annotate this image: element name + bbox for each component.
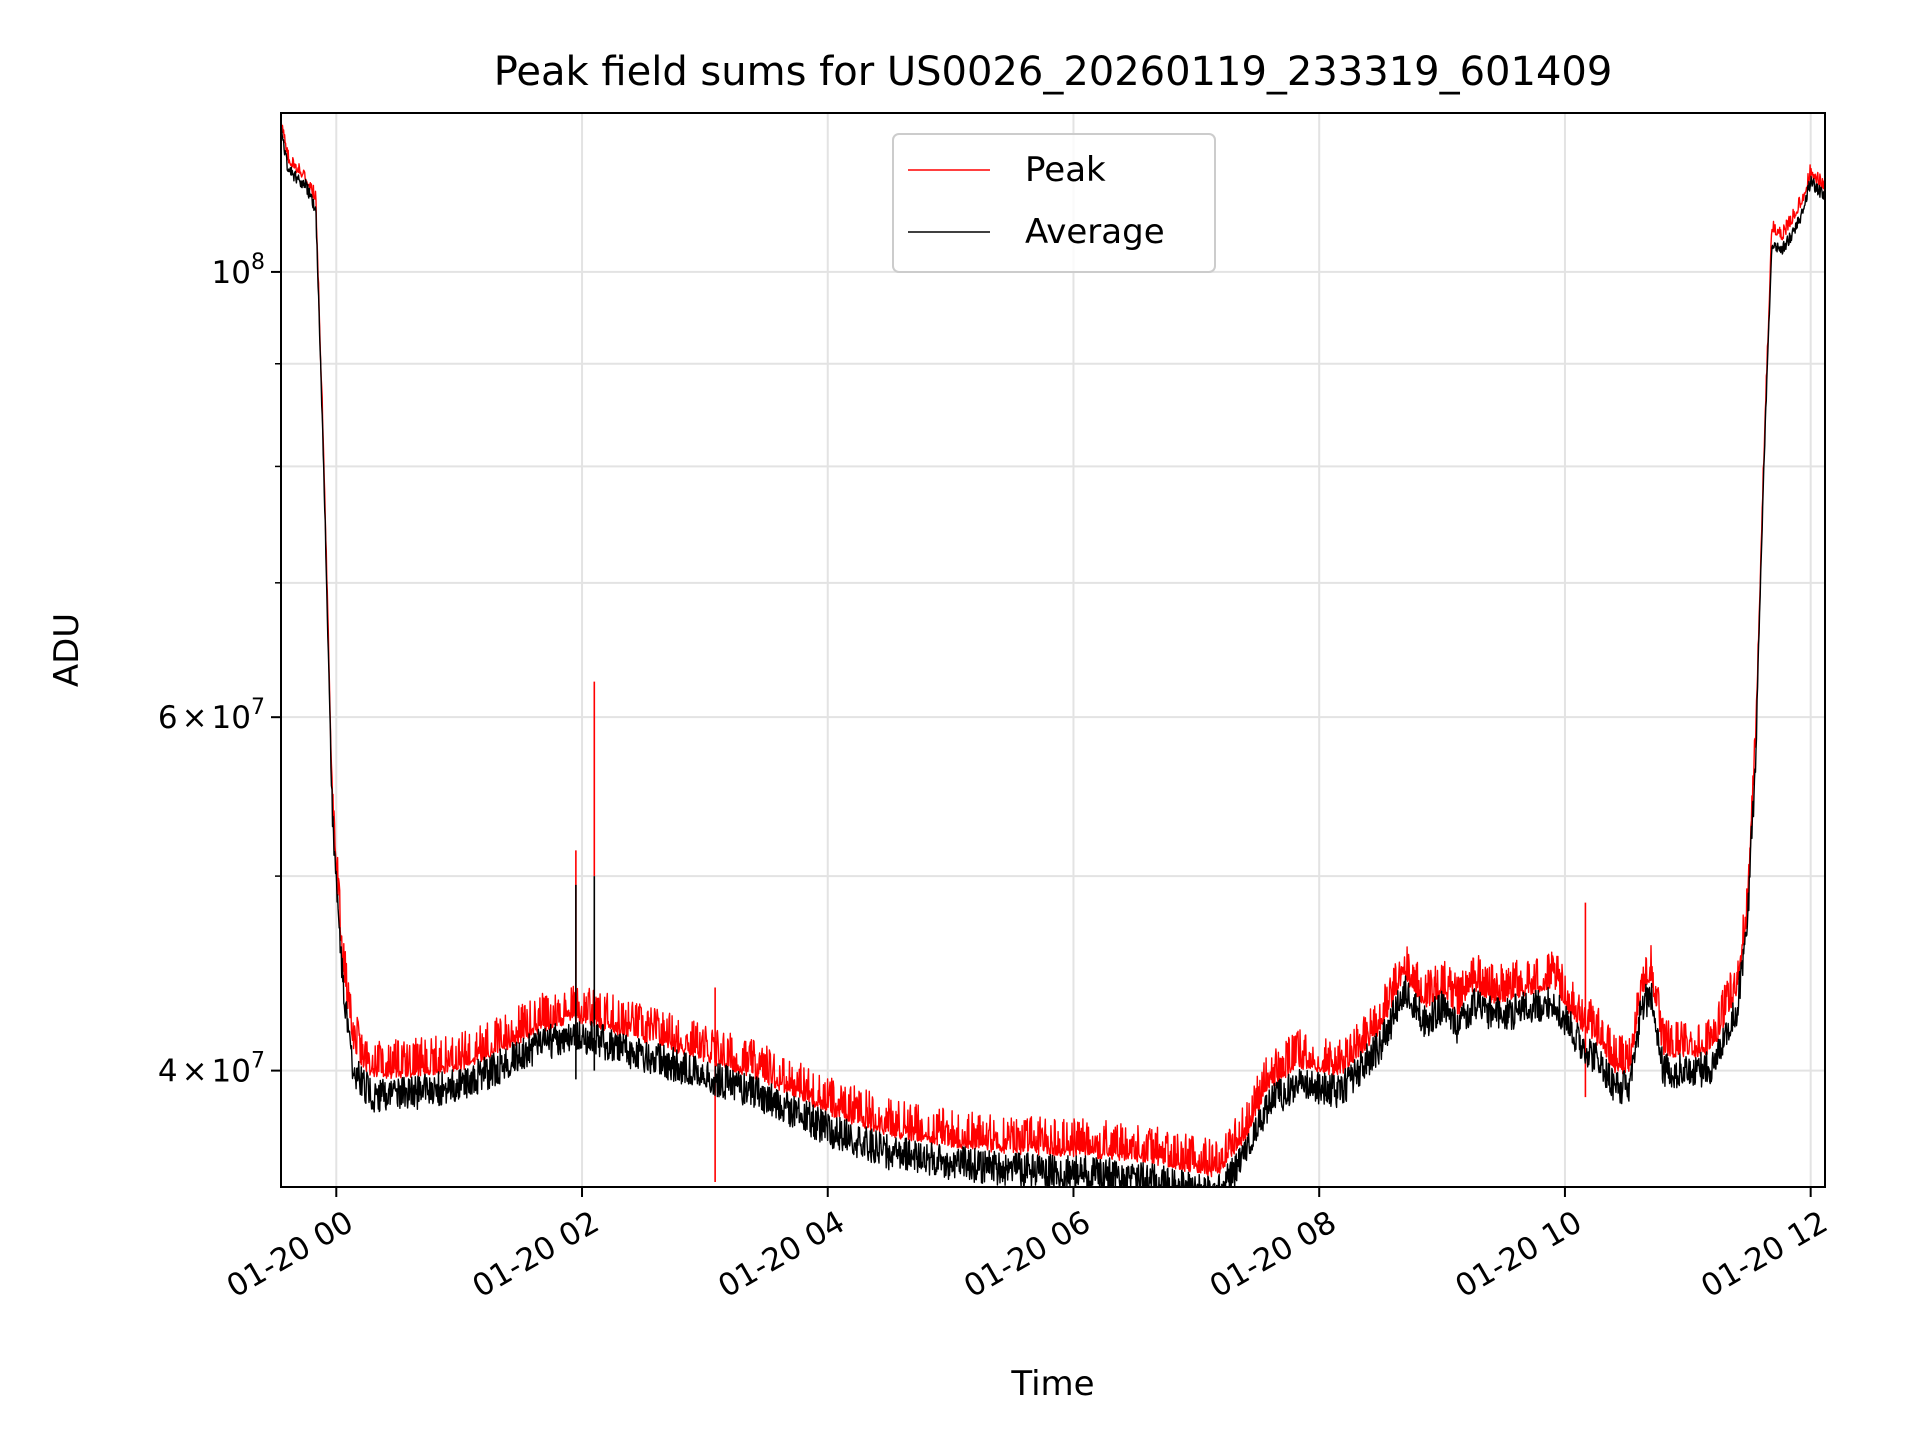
chart-title: Peak field sums for US0026_20260119_2333… [494, 49, 1613, 95]
series-layer [281, 121, 1825, 1187]
y-tick-mantissa: 4 [158, 1054, 178, 1090]
y-tick-base: 10 [212, 1054, 251, 1090]
legend-average-label: Average [1025, 212, 1165, 252]
y-tick-exponent: 7 [251, 1049, 265, 1074]
legend-peak-label: Peak [1025, 150, 1106, 190]
y-tick-times: × [182, 1054, 208, 1090]
y-tick-exponent: 7 [251, 695, 265, 720]
series-line-peak [281, 121, 1825, 1178]
y-tick-label: 108 [212, 250, 265, 291]
y-tick-label: 6 × 107 [158, 695, 265, 736]
y-tick-mantissa: 6 [158, 700, 178, 736]
legend: Peak Average [892, 133, 1216, 273]
series-line-average [281, 127, 1825, 1187]
y-tick-times: × [182, 700, 208, 736]
y-axis-label: ADU [47, 613, 87, 687]
plot-frame [280, 112, 1826, 1188]
y-tick-base: 10 [212, 700, 251, 736]
y-tick-label: 4 × 107 [158, 1049, 265, 1090]
x-axis-label: Time [1010, 1364, 1094, 1404]
y-tick-exponent: 8 [251, 250, 265, 275]
legend-box [892, 133, 1216, 273]
y-tick-base: 10 [212, 255, 251, 291]
